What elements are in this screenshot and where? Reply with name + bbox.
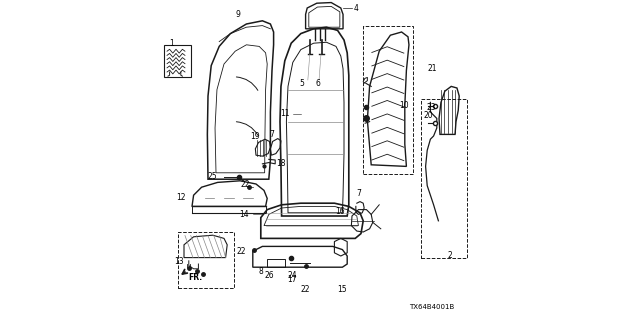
- Text: 5: 5: [300, 79, 304, 88]
- Text: 19: 19: [250, 132, 260, 140]
- Bar: [268, 259, 285, 267]
- Text: 2: 2: [447, 252, 452, 260]
- Text: 7: 7: [269, 130, 275, 139]
- Text: 17: 17: [287, 276, 297, 284]
- Text: 22: 22: [236, 247, 246, 256]
- Text: TX64B4001B: TX64B4001B: [409, 304, 454, 310]
- Text: 20: 20: [424, 111, 434, 120]
- Text: 24: 24: [287, 271, 297, 280]
- Text: 14: 14: [239, 210, 249, 219]
- Text: 18: 18: [276, 159, 285, 168]
- Text: 22: 22: [301, 285, 310, 294]
- Text: 8: 8: [258, 268, 263, 276]
- Bar: [178, 232, 234, 288]
- Text: 6: 6: [315, 79, 320, 88]
- Text: 26: 26: [264, 271, 275, 280]
- Bar: [364, 26, 413, 174]
- Text: 22: 22: [240, 180, 250, 188]
- Text: 25: 25: [207, 172, 217, 181]
- Text: 15: 15: [337, 285, 347, 294]
- Text: 4: 4: [354, 4, 358, 12]
- Text: FR.: FR.: [188, 273, 202, 282]
- Bar: [164, 45, 191, 77]
- Bar: [421, 99, 467, 258]
- Text: 12: 12: [177, 193, 186, 202]
- Text: 21: 21: [428, 64, 436, 73]
- Text: 13: 13: [174, 257, 184, 266]
- Text: 23: 23: [426, 103, 436, 112]
- Text: 9: 9: [236, 10, 241, 19]
- Text: 7: 7: [356, 189, 361, 198]
- Text: 16: 16: [335, 207, 345, 216]
- Text: 11: 11: [280, 109, 290, 118]
- Text: 10: 10: [399, 101, 409, 110]
- Text: 1: 1: [170, 39, 174, 48]
